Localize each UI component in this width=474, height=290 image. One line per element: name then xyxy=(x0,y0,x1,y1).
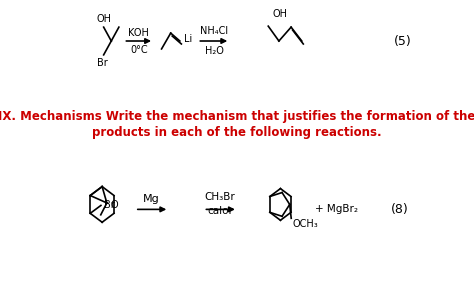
Text: H₂O: H₂O xyxy=(205,46,224,56)
Text: CH₃Br: CH₃Br xyxy=(205,193,236,202)
Text: OCH₃: OCH₃ xyxy=(293,219,319,229)
Text: NH₄Cl: NH₄Cl xyxy=(200,26,228,36)
Text: O: O xyxy=(110,200,118,210)
Text: Mg: Mg xyxy=(143,195,160,204)
Text: Br: Br xyxy=(104,200,115,211)
Text: Br: Br xyxy=(97,58,108,68)
Text: IX. Mechanisms Write the mechanism that justifies the formation of the: IX. Mechanisms Write the mechanism that … xyxy=(0,110,474,123)
Text: 0°C: 0°C xyxy=(130,45,147,55)
Text: (5): (5) xyxy=(394,35,412,48)
Text: Li: Li xyxy=(184,34,192,44)
Text: OH: OH xyxy=(273,9,288,19)
Text: OH: OH xyxy=(96,14,111,24)
Text: + MgBr₂: + MgBr₂ xyxy=(315,204,358,214)
Text: calor: calor xyxy=(207,206,233,216)
Text: KOH: KOH xyxy=(128,28,149,38)
Text: products in each of the following reactions.: products in each of the following reacti… xyxy=(92,126,382,139)
Text: (8): (8) xyxy=(391,203,408,216)
